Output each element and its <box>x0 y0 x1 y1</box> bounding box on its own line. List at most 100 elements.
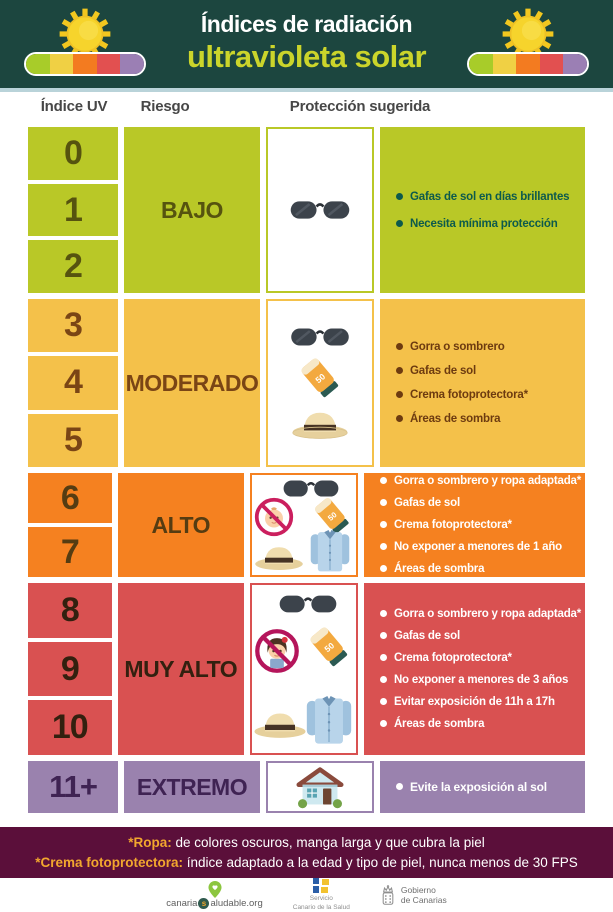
bullet-icon <box>379 632 387 639</box>
canarias-saludable-logo: canaria s aludable.org <box>166 881 263 909</box>
protection-icons-cell: 50 <box>249 473 358 577</box>
canarias-saludable-text: canaria s aludable.org <box>166 897 263 909</box>
header: Índices de radiación ultravioleta solar <box>0 0 613 88</box>
uv-number-cell: 1 <box>28 183 118 237</box>
column-header-protection: Protección sugerida <box>289 98 431 115</box>
s-badge: s <box>198 898 210 909</box>
logo-strip: canaria s aludable.org Servicio Canario de… <box>0 878 613 912</box>
uv-number-column: 0 1 2 <box>28 127 118 294</box>
hat-icon <box>255 547 303 570</box>
sunscreen-icon: 50 <box>301 358 339 398</box>
servicio-canario-salud-logo: Servicio Canario de la Salud <box>293 878 350 911</box>
sunscreen-icon: 50 <box>314 497 349 534</box>
table-row-extremo: 11+ EXTREMO Evite la exposició <box>28 761 585 813</box>
bullet-icon <box>379 610 387 617</box>
protection-item: Crema fotoprotectora* <box>396 388 581 402</box>
bullet-icon <box>396 219 403 227</box>
scs-text: Servicio Canario de la Salud <box>292 895 350 911</box>
uv-number-cell: 11+ <box>28 761 118 813</box>
protection-item: No exponer a menores de 3 años <box>379 673 581 687</box>
uv-number-cell: 6 <box>28 473 112 523</box>
protection-item: Evitar exposición de 11h a 17h <box>379 695 581 709</box>
bullet-icon <box>379 654 387 661</box>
sunglasses-icon <box>283 480 339 497</box>
bullet-icon <box>396 391 403 398</box>
no-baby-icon <box>254 497 294 537</box>
sun-icon <box>502 8 554 60</box>
uv-number-column: 11+ <box>28 761 118 813</box>
protection-panel: Gorra o sombrero y ropa adaptada* Gafas … <box>363 473 585 577</box>
house-icon <box>296 767 344 809</box>
title-line1: Índices de radiación <box>200 11 413 37</box>
bullet-icon <box>379 477 387 484</box>
footnote-crema: *Crema fotoprotectora: índice adaptado a… <box>35 854 578 870</box>
footer-notes: *Ropa: de colores oscuros, manga larga y… <box>0 827 613 878</box>
risk-label: MODERADO <box>124 299 260 467</box>
risk-label: BAJO <box>124 127 260 293</box>
uv-number-cell: 7 <box>28 527 112 577</box>
protection-item: Gorra o sombrero y ropa adaptada* <box>379 607 581 621</box>
protection-item: Áreas de sombra <box>396 412 581 426</box>
bullet-icon <box>396 343 403 350</box>
table-row-alto: 6 7 ALTO <box>28 473 585 577</box>
no-child-icon <box>255 629 299 673</box>
uv-number-cell: 8 <box>28 583 112 638</box>
sun-logo-left <box>24 6 146 82</box>
header-divider <box>0 88 613 92</box>
shirt-icon <box>310 530 350 572</box>
gobierno-canarias-logo: Gobierno de Canarias <box>380 884 447 906</box>
protection-item: Áreas de sombra <box>379 717 581 731</box>
protection-panel: Gafas de sol en días brillantes Necesita… <box>380 127 585 293</box>
uv-number-column: 6 7 <box>28 473 112 577</box>
protection-icons-cell: 50 <box>249 583 358 755</box>
bullet-icon <box>396 367 403 374</box>
uv-number-column: 8 9 10 <box>28 583 112 756</box>
protection-icons-cell <box>266 761 374 813</box>
uv-table: 0 1 2 BAJO Gafas de sol en días brillant… <box>28 127 585 819</box>
protection-icons-cell: 50 <box>266 299 374 467</box>
protection-item: Crema fotoprotectora* <box>379 518 581 532</box>
sunglasses-icon <box>279 595 337 613</box>
uv-scale-bar <box>467 52 589 76</box>
bullet-icon <box>379 543 387 550</box>
protection-item: No exponer a menores de 1 año <box>379 540 581 554</box>
protection-panel: Gorra o sombrero Gafas de sol Crema foto… <box>380 299 585 467</box>
bullet-icon <box>396 415 403 422</box>
protection-item: Gafas de sol <box>396 364 581 378</box>
risk-label: EXTREMO <box>124 761 260 813</box>
uv-number-cell: 5 <box>28 413 118 467</box>
crown-shield-icon <box>382 884 394 905</box>
sunglasses-icon <box>291 328 349 346</box>
bullet-icon <box>396 192 403 200</box>
bullet-icon <box>379 565 387 572</box>
table-row-moderado: 3 4 5 MODERADO <box>28 299 585 467</box>
bullet-icon <box>379 521 387 528</box>
protection-item: Gorra o sombrero y ropa adaptada* <box>379 474 581 488</box>
uv-scale-bar <box>24 52 146 76</box>
protection-panel: Gorra o sombrero y ropa adaptada* Gafas … <box>363 583 585 755</box>
sun-icon <box>59 8 111 60</box>
protection-panel: Evite la exposición al sol <box>380 761 585 813</box>
uv-number-cell: 9 <box>28 641 112 697</box>
uv-number-cell: 4 <box>28 356 118 410</box>
protection-item: Evite la exposición al sol <box>396 780 581 794</box>
column-header-uv-index: Índice UV <box>40 98 108 115</box>
gobierno-text: Gobierno de Canarias <box>400 884 447 905</box>
sunglasses-icon <box>290 201 350 219</box>
bullet-icon <box>379 720 387 727</box>
uv-number-cell: 2 <box>28 240 118 294</box>
uv-number-cell: 10 <box>28 700 112 756</box>
sun-logo-right <box>467 6 589 82</box>
protection-item: Gafas de sol <box>379 629 581 643</box>
hat-icon <box>254 713 306 738</box>
protection-item: Gorra o sombrero <box>396 340 581 354</box>
poster-title: Índices de radiación ultravioleta solar <box>140 11 473 74</box>
footnote-ropa: *Ropa: de colores oscuros, manga larga y… <box>128 834 485 850</box>
protection-item: Gafas de sol en días brillantes <box>396 190 581 204</box>
bullet-icon <box>379 499 387 506</box>
protection-item: Necesita mínima protección <box>396 217 581 231</box>
map-pin-heart-icon <box>207 881 222 898</box>
scs-squares-icon <box>312 878 330 894</box>
protection-item: Gafas de sol <box>379 496 581 510</box>
risk-label: ALTO <box>117 473 244 577</box>
